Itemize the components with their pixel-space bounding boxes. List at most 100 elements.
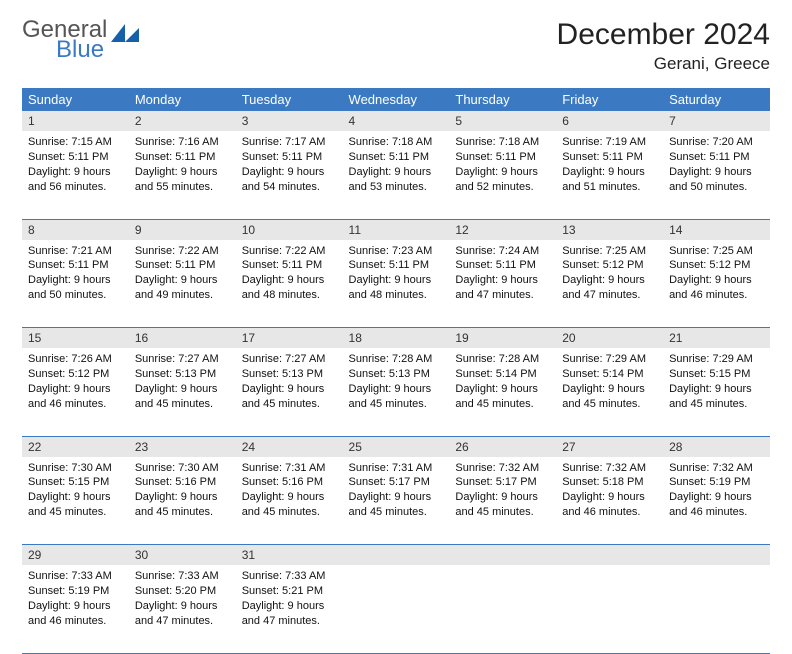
- sunset-line: Sunset: 5:13 PM: [242, 367, 337, 382]
- sunrise-line: Sunrise: 7:25 AM: [562, 244, 657, 259]
- sunrise-line: Sunrise: 7:18 AM: [349, 135, 444, 150]
- daylight-line: Daylight: 9 hours and 46 minutes.: [669, 490, 764, 520]
- day-cell: Sunrise: 7:18 AMSunset: 5:11 PMDaylight:…: [343, 131, 450, 219]
- day-cell: Sunrise: 7:23 AMSunset: 5:11 PMDaylight:…: [343, 240, 450, 328]
- day-cell: [343, 565, 450, 653]
- title-block: December 2024 Gerani, Greece: [557, 18, 770, 74]
- day-cell: [663, 565, 770, 653]
- sunrise-line: Sunrise: 7:31 AM: [349, 461, 444, 476]
- day-cell-body: Sunrise: 7:31 AMSunset: 5:16 PMDaylight:…: [236, 457, 343, 526]
- day-cell: Sunrise: 7:28 AMSunset: 5:13 PMDaylight:…: [343, 348, 450, 436]
- day-number-cell: 17: [236, 328, 343, 349]
- day-number-cell: 30: [129, 545, 236, 566]
- sunset-line: Sunset: 5:16 PM: [242, 475, 337, 490]
- day-cell: Sunrise: 7:33 AMSunset: 5:21 PMDaylight:…: [236, 565, 343, 653]
- day-cell-body: Sunrise: 7:24 AMSunset: 5:11 PMDaylight:…: [449, 240, 556, 309]
- sunrise-line: Sunrise: 7:28 AM: [455, 352, 550, 367]
- sunset-line: Sunset: 5:12 PM: [28, 367, 123, 382]
- day-number-cell: 21: [663, 328, 770, 349]
- daylight-line: Daylight: 9 hours and 47 minutes.: [135, 599, 230, 629]
- sunset-line: Sunset: 5:19 PM: [669, 475, 764, 490]
- sunset-line: Sunset: 5:11 PM: [349, 150, 444, 165]
- day-number-cell: 14: [663, 219, 770, 240]
- sunset-line: Sunset: 5:11 PM: [455, 258, 550, 273]
- sunset-line: Sunset: 5:11 PM: [455, 150, 550, 165]
- day-cell: [449, 565, 556, 653]
- day-number-cell: 27: [556, 436, 663, 457]
- day-cell: [556, 565, 663, 653]
- daynum-row: 15161718192021: [22, 328, 770, 349]
- daynum-row: 293031: [22, 545, 770, 566]
- sunrise-line: Sunrise: 7:30 AM: [135, 461, 230, 476]
- day-number-cell: 10: [236, 219, 343, 240]
- day-cell: Sunrise: 7:32 AMSunset: 5:17 PMDaylight:…: [449, 457, 556, 545]
- sunset-line: Sunset: 5:11 PM: [349, 258, 444, 273]
- day-cell-body: Sunrise: 7:20 AMSunset: 5:11 PMDaylight:…: [663, 131, 770, 200]
- day-number-cell: 15: [22, 328, 129, 349]
- day-cell: Sunrise: 7:31 AMSunset: 5:16 PMDaylight:…: [236, 457, 343, 545]
- day-cell: Sunrise: 7:33 AMSunset: 5:20 PMDaylight:…: [129, 565, 236, 653]
- sunset-line: Sunset: 5:11 PM: [669, 150, 764, 165]
- day-cell-body: Sunrise: 7:27 AMSunset: 5:13 PMDaylight:…: [129, 348, 236, 417]
- day-cell-body: Sunrise: 7:30 AMSunset: 5:15 PMDaylight:…: [22, 457, 129, 526]
- daylight-line: Daylight: 9 hours and 47 minutes.: [242, 599, 337, 629]
- daynum-row: 22232425262728: [22, 436, 770, 457]
- sunrise-line: Sunrise: 7:29 AM: [669, 352, 764, 367]
- daylight-line: Daylight: 9 hours and 48 minutes.: [242, 273, 337, 303]
- sunrise-line: Sunrise: 7:29 AM: [562, 352, 657, 367]
- day-cell: Sunrise: 7:26 AMSunset: 5:12 PMDaylight:…: [22, 348, 129, 436]
- sunrise-line: Sunrise: 7:32 AM: [669, 461, 764, 476]
- day-number-cell: [556, 545, 663, 566]
- day-cell-body: Sunrise: 7:23 AMSunset: 5:11 PMDaylight:…: [343, 240, 450, 309]
- logo: General Blue: [22, 18, 139, 62]
- sunset-line: Sunset: 5:14 PM: [455, 367, 550, 382]
- sunset-line: Sunset: 5:21 PM: [242, 584, 337, 599]
- sunrise-line: Sunrise: 7:27 AM: [135, 352, 230, 367]
- sunrise-line: Sunrise: 7:20 AM: [669, 135, 764, 150]
- day-cell-body: Sunrise: 7:26 AMSunset: 5:12 PMDaylight:…: [22, 348, 129, 417]
- day-cell-body: Sunrise: 7:32 AMSunset: 5:17 PMDaylight:…: [449, 457, 556, 526]
- day-cell: Sunrise: 7:20 AMSunset: 5:11 PMDaylight:…: [663, 131, 770, 219]
- daylight-line: Daylight: 9 hours and 49 minutes.: [135, 273, 230, 303]
- daylight-line: Daylight: 9 hours and 45 minutes.: [28, 490, 123, 520]
- day-cell-body: Sunrise: 7:33 AMSunset: 5:19 PMDaylight:…: [22, 565, 129, 634]
- day-cell-body: Sunrise: 7:16 AMSunset: 5:11 PMDaylight:…: [129, 131, 236, 200]
- day-number-cell: 31: [236, 545, 343, 566]
- logo-text-blue: Blue: [56, 38, 139, 62]
- weekday-header: Thursday: [449, 88, 556, 111]
- day-number-cell: 7: [663, 111, 770, 131]
- week-row: Sunrise: 7:15 AMSunset: 5:11 PMDaylight:…: [22, 131, 770, 219]
- weekday-header: Sunday: [22, 88, 129, 111]
- day-number-cell: 9: [129, 219, 236, 240]
- day-cell-body: Sunrise: 7:22 AMSunset: 5:11 PMDaylight:…: [236, 240, 343, 309]
- sunrise-line: Sunrise: 7:28 AM: [349, 352, 444, 367]
- daylight-line: Daylight: 9 hours and 45 minutes.: [135, 490, 230, 520]
- day-cell: Sunrise: 7:33 AMSunset: 5:19 PMDaylight:…: [22, 565, 129, 653]
- day-cell: Sunrise: 7:32 AMSunset: 5:19 PMDaylight:…: [663, 457, 770, 545]
- day-number-cell: [449, 545, 556, 566]
- page-header: General Blue December 2024 Gerani, Greec…: [22, 18, 770, 74]
- calendar-table: SundayMondayTuesdayWednesdayThursdayFrid…: [22, 88, 770, 654]
- day-cell-body: Sunrise: 7:27 AMSunset: 5:13 PMDaylight:…: [236, 348, 343, 417]
- sunrise-line: Sunrise: 7:32 AM: [562, 461, 657, 476]
- weekday-header: Saturday: [663, 88, 770, 111]
- day-cell-body: Sunrise: 7:29 AMSunset: 5:15 PMDaylight:…: [663, 348, 770, 417]
- sunset-line: Sunset: 5:20 PM: [135, 584, 230, 599]
- sunset-line: Sunset: 5:11 PM: [28, 258, 123, 273]
- day-cell-body: Sunrise: 7:17 AMSunset: 5:11 PMDaylight:…: [236, 131, 343, 200]
- daylight-line: Daylight: 9 hours and 45 minutes.: [242, 490, 337, 520]
- day-cell: Sunrise: 7:29 AMSunset: 5:15 PMDaylight:…: [663, 348, 770, 436]
- day-cell: Sunrise: 7:24 AMSunset: 5:11 PMDaylight:…: [449, 240, 556, 328]
- weekday-header: Monday: [129, 88, 236, 111]
- sunrise-line: Sunrise: 7:22 AM: [135, 244, 230, 259]
- day-cell: Sunrise: 7:25 AMSunset: 5:12 PMDaylight:…: [556, 240, 663, 328]
- sunset-line: Sunset: 5:11 PM: [135, 150, 230, 165]
- day-cell-body: Sunrise: 7:29 AMSunset: 5:14 PMDaylight:…: [556, 348, 663, 417]
- sunrise-line: Sunrise: 7:33 AM: [242, 569, 337, 584]
- sunrise-line: Sunrise: 7:22 AM: [242, 244, 337, 259]
- sunrise-line: Sunrise: 7:15 AM: [28, 135, 123, 150]
- daylight-line: Daylight: 9 hours and 47 minutes.: [455, 273, 550, 303]
- day-number-cell: 19: [449, 328, 556, 349]
- day-number-cell: 8: [22, 219, 129, 240]
- day-number-cell: 26: [449, 436, 556, 457]
